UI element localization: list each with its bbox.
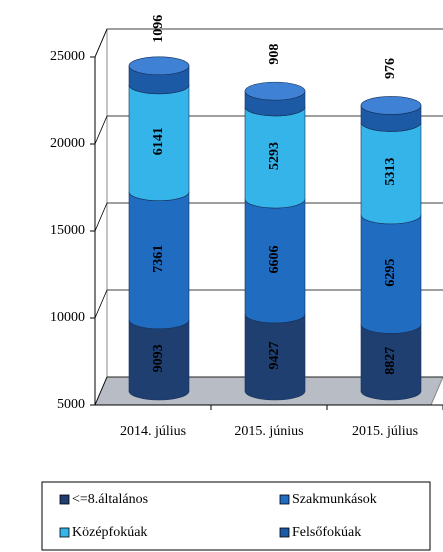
value-label: 6141 [151, 127, 166, 155]
y-tick-label: 10000 [50, 310, 85, 325]
grid-line [94, 202, 443, 232]
y-tick-label: 15000 [50, 223, 85, 238]
value-label: 9427 [267, 341, 282, 369]
legend-swatch [279, 494, 290, 505]
legend-label: Középfokúak [72, 525, 147, 540]
value-label: 6606 [267, 245, 282, 273]
value-label: 908 [267, 44, 282, 65]
legend-box [41, 481, 431, 551]
grid-line [94, 289, 443, 319]
legend-swatch [59, 527, 70, 538]
value-label: 9093 [151, 344, 166, 372]
value-label: 7361 [151, 245, 166, 273]
y-tick-label: 20000 [50, 136, 85, 151]
x-tick-label: 2015. június [234, 424, 303, 439]
legend-label: Szakmunkások [292, 492, 377, 507]
x-tick-label: 2015. július [352, 424, 418, 439]
value-label: 1096 [151, 15, 166, 43]
bar-cap [128, 56, 190, 76]
grid-line [94, 28, 443, 58]
x-tick-label: 2014. július [120, 424, 186, 439]
value-label: 5313 [383, 158, 398, 186]
grid-line [94, 376, 443, 406]
bar-cap [244, 81, 306, 101]
value-label: 6295 [383, 259, 398, 287]
grid-line [94, 115, 443, 145]
legend-swatch [279, 527, 290, 538]
value-label: 8827 [383, 347, 398, 375]
value-label: 976 [383, 58, 398, 79]
legend-label: Felsőfokúak [292, 525, 361, 540]
y-tick-label: 5000 [57, 397, 85, 412]
y-tick-label: 25000 [50, 49, 85, 64]
value-label: 5293 [267, 142, 282, 170]
legend-label: <=8.általános [72, 492, 148, 507]
bar-cap [360, 96, 422, 115]
legend-swatch [59, 494, 70, 505]
